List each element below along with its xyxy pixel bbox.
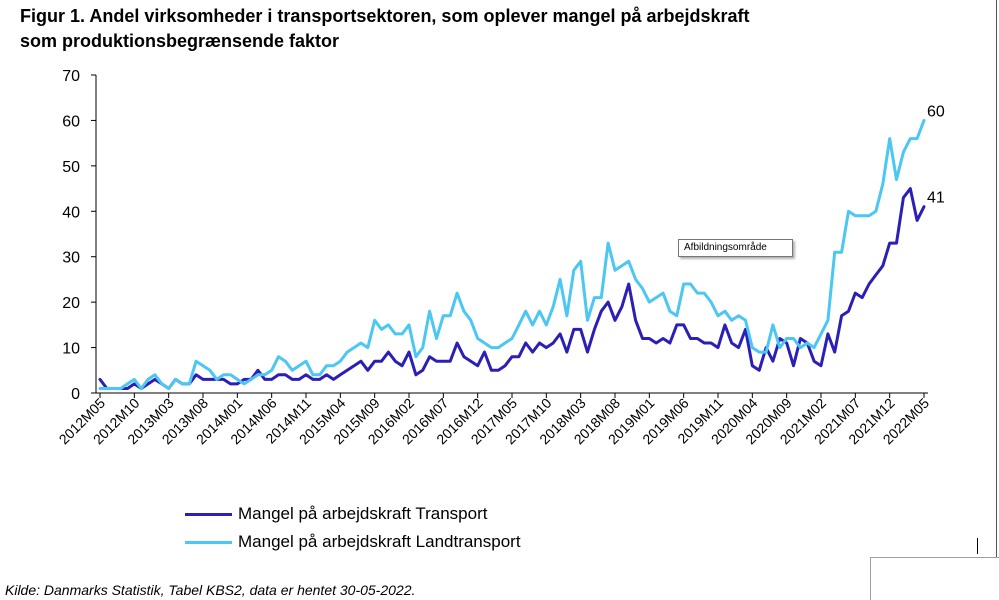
y-tick-label: 40	[62, 204, 80, 221]
bottom-right-panel	[870, 557, 999, 600]
end-label-transport: 41	[927, 190, 945, 207]
y-ticks: 0 10 20 30 40 50 60 70	[62, 68, 96, 403]
legend-label-landtransport: Mangel på arbejdskraft Landtransport	[238, 532, 521, 551]
x-ticks: 2012M052012M102013M032013M082014M012014M…	[56, 393, 932, 447]
source-note: Kilde: Danmarks Statistik, Tabel KBS2, d…	[5, 582, 416, 598]
series-line-transport	[98, 187, 926, 390]
y-tick-label: 60	[62, 113, 80, 130]
legend-item-landtransport[interactable]: Mangel på arbejdskraft Landtransport	[185, 528, 521, 556]
legend-swatch-landtransport	[185, 540, 232, 544]
text-cursor	[977, 538, 978, 554]
series-line-landtransport	[98, 118, 926, 390]
plot-area-tooltip: Afbildningsområde	[678, 239, 793, 257]
end-value-labels: 41 60	[927, 103, 945, 206]
y-tick-label: 10	[62, 341, 80, 358]
chart-title: Figur 1. Andel virksomheder i transports…	[20, 6, 750, 51]
legend-item-transport[interactable]: Mangel på arbejdskraft Transport	[185, 500, 521, 528]
y-tick-label: 50	[62, 159, 80, 176]
y-tick-label: 20	[62, 295, 80, 312]
y-tick-label: 70	[62, 68, 80, 85]
end-label-landtransport: 60	[927, 103, 945, 120]
series-lines	[98, 118, 926, 390]
window-right-border	[996, 0, 997, 557]
legend-label-transport: Mangel på arbejdskraft Transport	[238, 504, 488, 523]
y-tick-label: 30	[62, 250, 80, 267]
legend-swatch-transport	[185, 512, 232, 516]
y-tick-label: 0	[71, 386, 80, 403]
legend: Mangel på arbejdskraft Transport Mangel …	[185, 500, 521, 556]
